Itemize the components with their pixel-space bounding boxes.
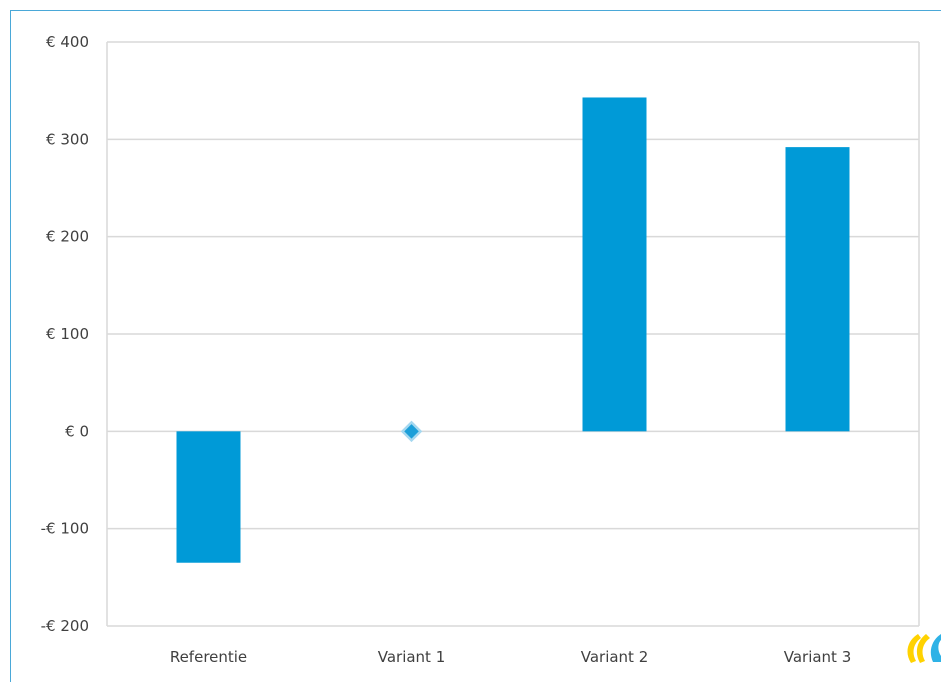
x-axis-tick-labels: Referentie Variant 1 Variant 2 Variant 3 — [170, 648, 851, 666]
bar-variant-3 — [785, 147, 850, 432]
x-tick-label: Variant 1 — [378, 648, 446, 666]
marker-diamond — [400, 420, 423, 443]
logo-yellow-stroke — [907, 634, 921, 663]
y-tick-label: € 0 — [65, 422, 89, 440]
x-tick-label: Variant 2 — [581, 648, 649, 666]
bars — [176, 97, 850, 563]
bar-referentie — [176, 431, 241, 563]
logo-yellow-stroke-2 — [916, 634, 930, 663]
markers — [400, 420, 423, 443]
y-tick-label: -€ 100 — [41, 520, 89, 538]
x-tick-label: Variant 3 — [784, 648, 852, 666]
y-tick-label: € 100 — [46, 325, 89, 343]
chart-frame — [10, 10, 941, 682]
company-logo-icon — [907, 634, 941, 663]
y-tick-label: € 200 — [46, 228, 89, 246]
y-tick-label: € 300 — [46, 130, 89, 148]
logo-blue-shape — [930, 634, 941, 662]
y-tick-label: € 400 — [46, 33, 89, 51]
y-axis-tick-labels: € 400 € 300 € 200 € 100 € 0 -€ 100 -€ 200 — [41, 33, 89, 635]
gridlines — [106, 41, 920, 627]
x-tick-label: Referentie — [170, 648, 247, 666]
y-tick-label: -€ 200 — [41, 617, 89, 635]
bar-variant-2 — [582, 97, 647, 432]
